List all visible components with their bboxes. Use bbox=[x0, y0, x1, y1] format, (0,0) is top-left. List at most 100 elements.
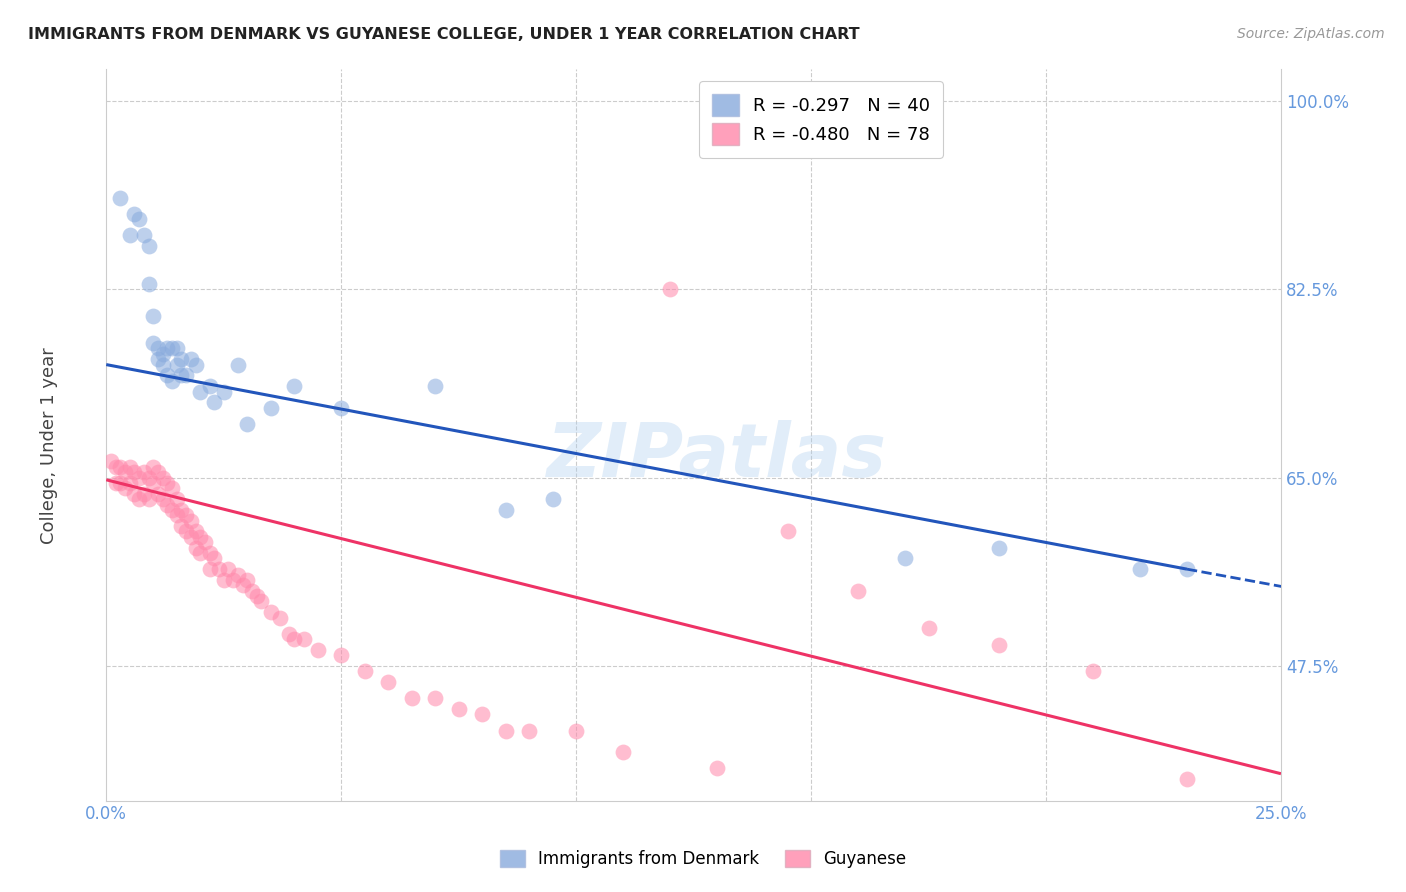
Point bbox=[118, 475, 141, 490]
Point bbox=[100, 454, 122, 468]
Point bbox=[184, 524, 207, 539]
Point bbox=[194, 535, 217, 549]
Point bbox=[124, 487, 146, 501]
Point bbox=[988, 541, 1011, 555]
Point bbox=[152, 347, 174, 361]
Point bbox=[170, 368, 193, 383]
Point bbox=[217, 562, 239, 576]
Point bbox=[146, 487, 169, 501]
Text: College, Under 1 year: College, Under 1 year bbox=[41, 348, 58, 544]
Point bbox=[198, 562, 221, 576]
Point bbox=[706, 761, 728, 775]
Point bbox=[269, 610, 291, 624]
Point bbox=[846, 583, 869, 598]
Point bbox=[146, 352, 169, 367]
Point bbox=[212, 573, 235, 587]
Point bbox=[236, 573, 259, 587]
Point bbox=[118, 228, 141, 243]
Point bbox=[988, 638, 1011, 652]
Point bbox=[250, 594, 273, 608]
Point bbox=[170, 503, 193, 517]
Point bbox=[138, 492, 160, 507]
Point bbox=[124, 465, 146, 479]
Point bbox=[260, 605, 283, 619]
Point bbox=[226, 358, 249, 372]
Point bbox=[128, 470, 150, 484]
Point bbox=[292, 632, 315, 647]
Point bbox=[138, 277, 160, 291]
Point bbox=[142, 336, 165, 351]
Point bbox=[425, 379, 447, 393]
Point bbox=[160, 374, 183, 388]
Point bbox=[170, 352, 193, 367]
Point bbox=[307, 643, 329, 657]
Point bbox=[188, 530, 211, 544]
Point bbox=[240, 583, 263, 598]
Point bbox=[202, 395, 225, 409]
Point bbox=[142, 309, 165, 323]
Point bbox=[114, 482, 136, 496]
Point bbox=[160, 482, 183, 496]
Point bbox=[495, 723, 517, 738]
Point bbox=[1175, 772, 1198, 786]
Point bbox=[222, 573, 245, 587]
Point bbox=[152, 470, 174, 484]
Text: IMMIGRANTS FROM DENMARK VS GUYANESE COLLEGE, UNDER 1 YEAR CORRELATION CHART: IMMIGRANTS FROM DENMARK VS GUYANESE COLL… bbox=[28, 27, 859, 42]
Point bbox=[166, 342, 188, 356]
Point bbox=[132, 487, 155, 501]
Point bbox=[283, 632, 305, 647]
Point bbox=[198, 546, 221, 560]
Point bbox=[425, 691, 447, 706]
Point bbox=[188, 384, 211, 399]
Point bbox=[353, 665, 375, 679]
Point bbox=[260, 401, 283, 415]
Point bbox=[246, 589, 269, 603]
Point bbox=[471, 707, 494, 722]
Point bbox=[659, 282, 682, 296]
Point bbox=[212, 384, 235, 399]
Text: Source: ZipAtlas.com: Source: ZipAtlas.com bbox=[1237, 27, 1385, 41]
Point bbox=[1175, 562, 1198, 576]
Point bbox=[110, 191, 132, 205]
Point bbox=[104, 475, 127, 490]
Point bbox=[236, 417, 259, 431]
Point bbox=[142, 475, 165, 490]
Point bbox=[180, 530, 202, 544]
Point bbox=[138, 239, 160, 253]
Point bbox=[156, 498, 179, 512]
Point bbox=[401, 691, 423, 706]
Point bbox=[184, 358, 207, 372]
Point bbox=[132, 465, 155, 479]
Point bbox=[541, 492, 564, 507]
Point bbox=[198, 379, 221, 393]
Point bbox=[330, 648, 353, 663]
Point bbox=[283, 379, 305, 393]
Point bbox=[156, 368, 179, 383]
Point bbox=[104, 459, 127, 474]
Point bbox=[517, 723, 540, 738]
Point bbox=[110, 475, 132, 490]
Point bbox=[146, 342, 169, 356]
Point bbox=[565, 723, 588, 738]
Text: ZIPatlas: ZIPatlas bbox=[547, 420, 887, 493]
Point bbox=[447, 702, 470, 716]
Point bbox=[174, 368, 197, 383]
Point bbox=[146, 465, 169, 479]
Point bbox=[184, 541, 207, 555]
Point bbox=[156, 475, 179, 490]
Point bbox=[202, 551, 225, 566]
Point bbox=[180, 352, 202, 367]
Point bbox=[377, 675, 399, 690]
Point bbox=[330, 401, 353, 415]
Point bbox=[170, 519, 193, 533]
Point bbox=[166, 358, 188, 372]
Point bbox=[114, 465, 136, 479]
Point bbox=[1129, 562, 1152, 576]
Point bbox=[174, 524, 197, 539]
Point bbox=[776, 524, 799, 539]
Point bbox=[166, 508, 188, 523]
Point bbox=[160, 342, 183, 356]
Point bbox=[612, 745, 634, 759]
Point bbox=[894, 551, 917, 566]
Point bbox=[495, 503, 517, 517]
